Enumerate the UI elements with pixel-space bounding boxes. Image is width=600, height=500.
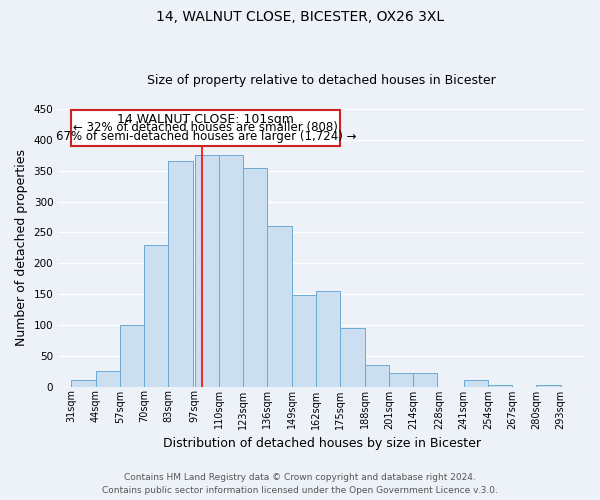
FancyBboxPatch shape — [71, 110, 340, 146]
Bar — [536, 384, 561, 386]
Text: Contains HM Land Registry data © Crown copyright and database right 2024.
Contai: Contains HM Land Registry data © Crown c… — [102, 474, 498, 495]
Bar — [194, 156, 219, 386]
Bar — [464, 380, 488, 386]
Y-axis label: Number of detached properties: Number of detached properties — [15, 150, 28, 346]
Bar — [169, 162, 193, 386]
Bar — [219, 156, 243, 386]
Bar — [389, 373, 413, 386]
Title: Size of property relative to detached houses in Bicester: Size of property relative to detached ho… — [147, 74, 496, 87]
Bar — [243, 168, 268, 386]
Text: 14 WALNUT CLOSE: 101sqm: 14 WALNUT CLOSE: 101sqm — [118, 114, 294, 126]
Text: ← 32% of detached houses are smaller (808): ← 32% of detached houses are smaller (80… — [73, 122, 338, 134]
Bar — [316, 291, 340, 386]
Bar — [144, 244, 169, 386]
Text: 67% of semi-detached houses are larger (1,724) →: 67% of semi-detached houses are larger (… — [56, 130, 356, 143]
Bar — [340, 328, 365, 386]
Bar — [71, 380, 95, 386]
Bar — [95, 371, 120, 386]
Bar — [365, 365, 389, 386]
Bar — [268, 226, 292, 386]
Bar — [120, 325, 144, 386]
X-axis label: Distribution of detached houses by size in Bicester: Distribution of detached houses by size … — [163, 437, 481, 450]
Text: 14, WALNUT CLOSE, BICESTER, OX26 3XL: 14, WALNUT CLOSE, BICESTER, OX26 3XL — [156, 10, 444, 24]
Bar — [292, 295, 316, 386]
Bar — [413, 373, 437, 386]
